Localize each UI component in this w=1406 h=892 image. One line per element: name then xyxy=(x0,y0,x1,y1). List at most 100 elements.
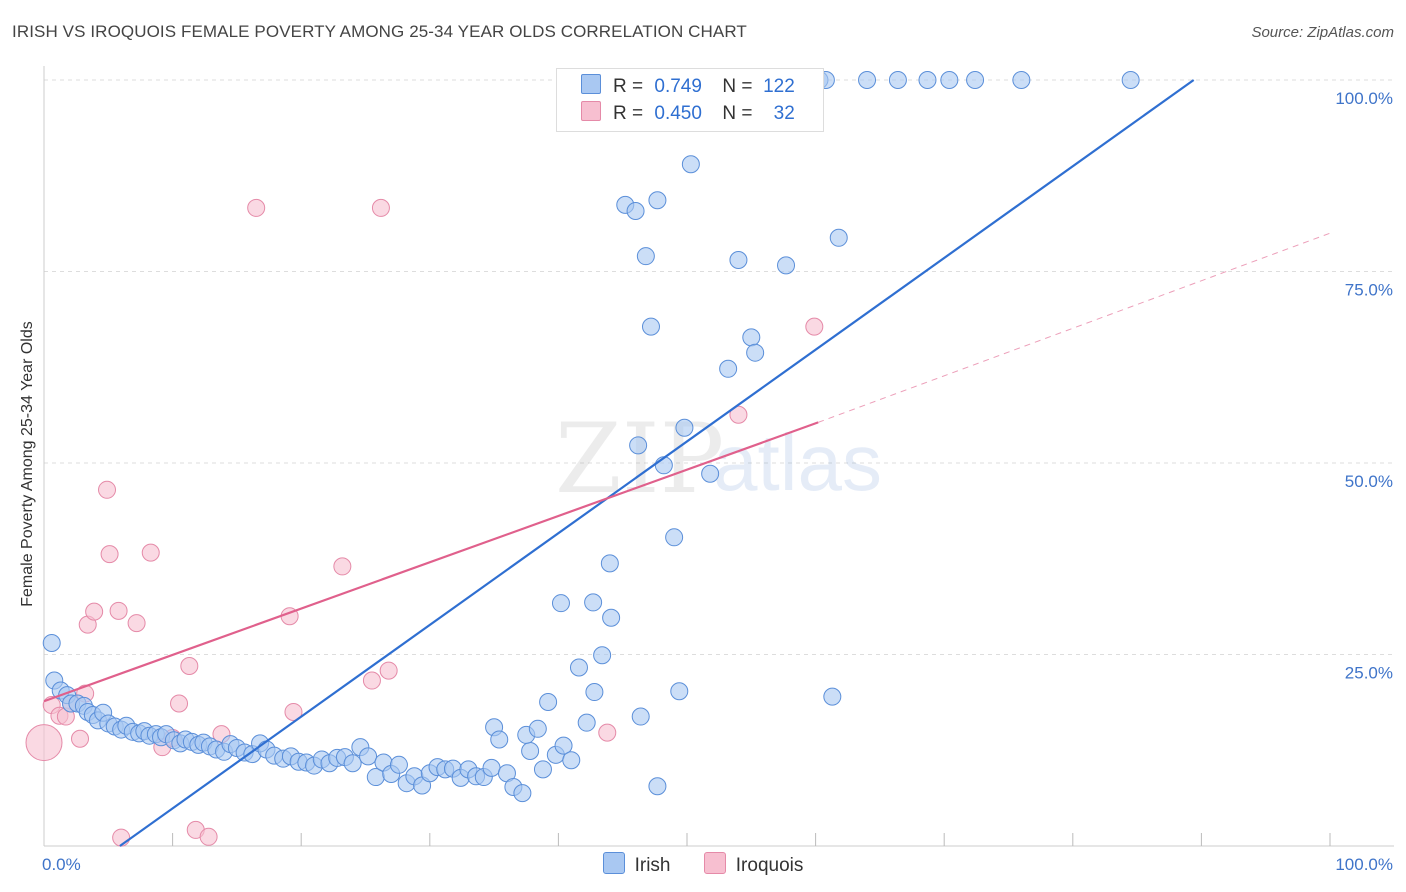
chart-title: IRISH VS IROQUOIS FEMALE POVERTY AMONG 2… xyxy=(12,22,747,41)
y-axis-label-text: Female Poverty Among 25-34 Year Olds xyxy=(19,321,36,607)
irish-point xyxy=(777,256,796,275)
iroquois-point xyxy=(379,661,398,680)
iroquois-point xyxy=(71,729,90,748)
y-tick-label-100: 100.0% xyxy=(1335,89,1393,108)
irish-trend-line xyxy=(119,79,1195,847)
irish-point xyxy=(343,754,362,773)
irish-point xyxy=(490,730,509,749)
legend-swatch-iroquois xyxy=(581,101,601,121)
iroquois-point xyxy=(333,557,352,576)
irish-point xyxy=(636,247,655,266)
source-credit: Source: ZipAtlas.com xyxy=(1251,24,1394,41)
iroquois-point xyxy=(805,317,824,336)
irish-point xyxy=(858,71,877,89)
irish-point xyxy=(940,71,959,89)
iroquois-point xyxy=(25,724,63,762)
irish-point xyxy=(533,760,552,779)
irish-point xyxy=(918,71,937,89)
y-axis-label: Female Poverty Among 25-34 Year Olds xyxy=(19,254,37,674)
irish-point xyxy=(626,201,645,220)
series-legend: Irish Iroquois xyxy=(0,852,1406,877)
irish-point xyxy=(701,464,720,483)
stats-legend: R = 0.749 N = 122 R = 0.450 N = 32 xyxy=(556,68,824,132)
irish-point xyxy=(648,777,667,796)
irish-point xyxy=(641,317,660,336)
irish-point xyxy=(1012,71,1031,89)
iroquois-trend-line xyxy=(43,421,819,703)
legend-irish-label: Irish xyxy=(634,855,671,876)
iroquois-point xyxy=(109,601,128,620)
legend-iroquois-r-label: R = xyxy=(613,103,644,124)
irish-point xyxy=(42,634,61,653)
axis-ticks xyxy=(172,833,1331,846)
iroquois-point xyxy=(127,614,146,633)
irish-point xyxy=(888,71,907,89)
irish-point xyxy=(389,755,408,774)
irish-point xyxy=(631,707,650,726)
irish-point xyxy=(577,713,596,732)
irish-point xyxy=(648,191,667,210)
legend-iroquois-swatch xyxy=(703,852,726,874)
axes xyxy=(43,66,1394,847)
irish-point xyxy=(742,328,761,347)
irish-point xyxy=(513,784,532,803)
irish-point xyxy=(823,687,842,706)
iroquois-point xyxy=(362,671,381,690)
irish-point xyxy=(554,736,573,755)
watermark-atlas: atlas xyxy=(713,418,882,507)
legend-row-iroquois: R = 0.450 N = 32 xyxy=(581,101,795,129)
iroquois-point xyxy=(112,828,131,847)
trend-lines xyxy=(43,79,1331,847)
irish-point xyxy=(528,719,547,738)
iroquois-points xyxy=(25,198,824,847)
legend-iroquois-n-label: N = xyxy=(722,103,753,124)
irish-point xyxy=(966,71,985,89)
irish-point xyxy=(521,742,540,761)
legend-row-irish: R = 0.749 N = 122 xyxy=(581,74,795,102)
irish-point xyxy=(729,251,748,270)
iroquois-point xyxy=(371,198,390,217)
legend-item-irish[interactable]: Irish xyxy=(602,852,671,877)
iroquois-point xyxy=(85,602,104,621)
irish-point xyxy=(482,758,501,777)
legend-irish-swatch xyxy=(602,852,625,874)
iroquois-point xyxy=(100,545,119,564)
legend-irish-n-value: 122 xyxy=(763,76,795,97)
grid-lines xyxy=(44,79,1394,655)
iroquois-point xyxy=(199,827,218,846)
irish-point xyxy=(551,594,570,613)
iroquois-point xyxy=(170,694,189,713)
legend-iroquois-r-value: 0.450 xyxy=(654,103,702,124)
legend-iroquois-n-value: 32 xyxy=(773,103,795,124)
y-tick-label-25: 25.0% xyxy=(1345,664,1393,683)
irish-point xyxy=(584,593,603,612)
irish-point xyxy=(746,343,765,362)
legend-item-iroquois[interactable]: Iroquois xyxy=(703,852,803,877)
irish-point xyxy=(600,554,619,573)
irish-point xyxy=(681,155,700,174)
irish-point xyxy=(629,436,648,455)
irish-point xyxy=(569,658,588,677)
irish-point xyxy=(719,359,738,378)
irish-point xyxy=(539,692,558,711)
iroquois-point xyxy=(247,198,266,217)
iroquois-point xyxy=(284,702,303,721)
x-tick-label-max: 100.0% xyxy=(1335,855,1393,874)
y-tick-label-75: 75.0% xyxy=(1345,281,1393,300)
legend-irish-n-label: N = xyxy=(722,76,753,97)
irish-point xyxy=(585,683,604,702)
iroquois-point xyxy=(98,480,117,499)
watermark-zip: ZIP xyxy=(555,403,724,515)
legend-swatch-irish xyxy=(581,74,601,94)
irish-point xyxy=(562,751,581,770)
iroquois-point xyxy=(180,656,199,675)
x-tick-label-min: 0.0% xyxy=(42,855,81,874)
irish-point xyxy=(675,418,694,437)
tick-labels: 25.0% 50.0% 75.0% 100.0% 0.0% 100.0% xyxy=(42,89,1393,874)
iroquois-point xyxy=(729,405,748,424)
irish-point xyxy=(665,528,684,547)
iroquois-trend-extension xyxy=(817,232,1331,423)
irish-point xyxy=(359,747,378,766)
irish-point xyxy=(670,682,689,701)
